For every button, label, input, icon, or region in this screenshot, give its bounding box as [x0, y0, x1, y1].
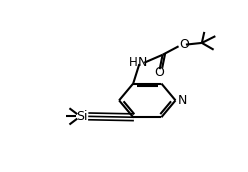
Text: O: O — [179, 38, 189, 51]
Text: O: O — [154, 66, 164, 79]
Text: Si: Si — [76, 110, 88, 123]
Text: H: H — [128, 56, 137, 69]
Text: N: N — [138, 56, 147, 69]
Text: N: N — [178, 94, 187, 107]
